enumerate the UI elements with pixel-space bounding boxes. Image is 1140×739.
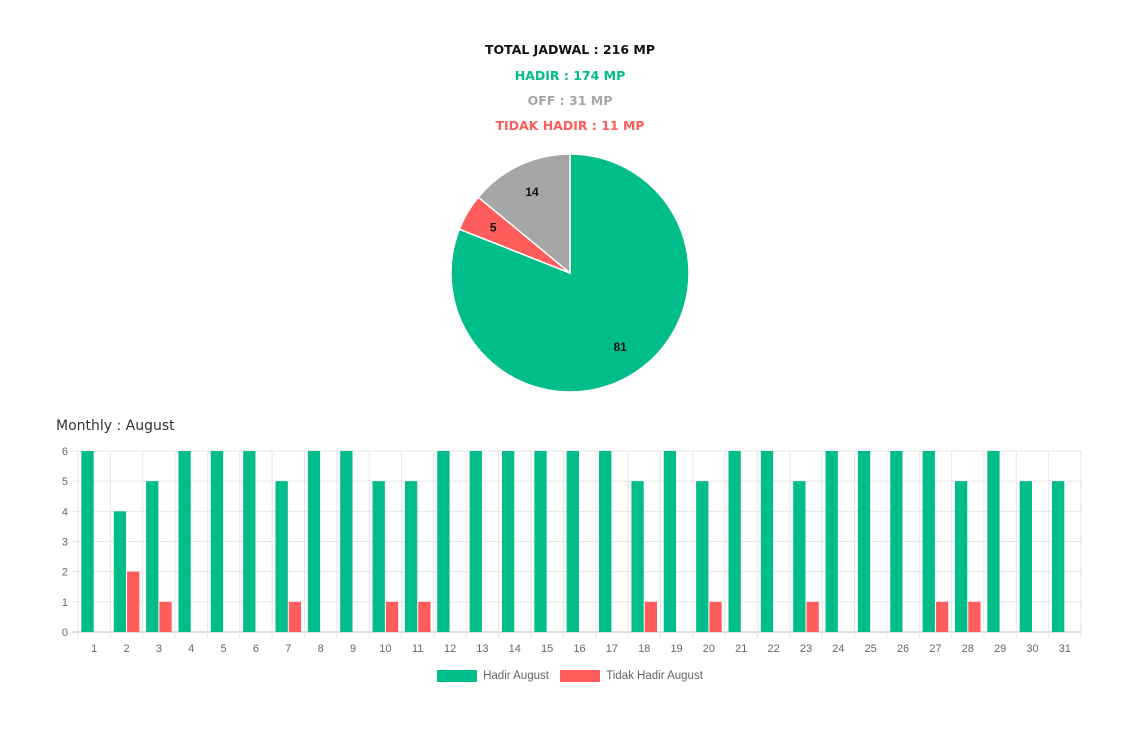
x-tick-label: 9 <box>350 643 356 655</box>
x-tick-label: 19 <box>670 643 682 655</box>
x-tick-label: 20 <box>703 643 715 655</box>
legend-label-hadir: Hadir August <box>483 670 549 682</box>
bar-hadir[interactable] <box>793 481 806 632</box>
x-tick-label: 22 <box>768 643 780 655</box>
legend-item-tidak-hadir[interactable]: Tidak Hadir August <box>560 670 703 682</box>
x-tick-label: 23 <box>800 643 812 655</box>
x-tick-label: 29 <box>994 643 1006 655</box>
pie-label-off: 14 <box>525 185 539 199</box>
bar-tidak-hadir[interactable] <box>806 601 819 632</box>
y-tick-label: 2 <box>62 567 68 579</box>
x-tick-label: 8 <box>318 643 324 655</box>
x-tick-label: 27 <box>929 643 941 655</box>
bar-hadir[interactable] <box>178 451 191 632</box>
bar-hadir[interactable] <box>922 451 935 632</box>
y-tick-label: 3 <box>62 537 68 549</box>
bar-hadir[interactable] <box>113 511 127 632</box>
y-tick-label: 4 <box>62 506 68 518</box>
summary-hadir: HADIR : 174 MP <box>514 68 626 83</box>
bar-hadir[interactable] <box>566 451 579 632</box>
x-tick-label: 24 <box>832 643 844 655</box>
y-tick-label: 6 <box>62 446 68 458</box>
x-tick-label: 1 <box>91 643 97 655</box>
y-tick-label: 5 <box>62 476 68 488</box>
bar-hadir[interactable] <box>728 451 741 632</box>
x-tick-label: 15 <box>541 643 553 655</box>
bar-hadir[interactable] <box>243 451 256 632</box>
pie-label-hadir: 81 <box>613 340 627 354</box>
legend-swatch-hadir <box>437 670 478 682</box>
x-tick-label: 14 <box>509 643 521 655</box>
bar-hadir[interactable] <box>890 451 903 632</box>
bar-tidak-hadir[interactable] <box>127 571 140 632</box>
bar-hadir[interactable] <box>372 481 385 632</box>
bar-hadir[interactable] <box>404 481 418 632</box>
bar-hadir[interactable] <box>534 451 547 632</box>
bar-hadir[interactable] <box>954 481 968 632</box>
bar-hadir[interactable] <box>437 451 450 632</box>
bar-hadir[interactable] <box>210 451 224 632</box>
x-tick-label: 2 <box>123 643 129 655</box>
pie-label-tidak-hadir: 5 <box>490 221 497 235</box>
bar-hadir[interactable] <box>1052 481 1065 632</box>
bar-hadir[interactable] <box>469 451 482 632</box>
legend-item-hadir[interactable]: Hadir August <box>437 670 549 682</box>
bar-tidak-hadir[interactable] <box>288 601 302 632</box>
bar-hadir[interactable] <box>760 451 774 632</box>
x-tick-label: 6 <box>253 643 259 655</box>
x-tick-label: 30 <box>1026 643 1038 655</box>
bar-hadir[interactable] <box>631 481 644 632</box>
bar-hadir[interactable] <box>825 451 838 632</box>
bar-tidak-hadir[interactable] <box>935 601 949 632</box>
x-tick-label: 5 <box>221 643 227 655</box>
summary-tidak-hadir: TIDAK HADIR : 11 MP <box>495 118 645 133</box>
x-tick-label: 28 <box>962 643 974 655</box>
bar-tidak-hadir[interactable] <box>968 601 981 632</box>
summary-off: OFF : 31 MP <box>527 93 613 108</box>
bar-hadir[interactable] <box>501 451 515 632</box>
bar-hadir[interactable] <box>146 481 159 632</box>
bar-hadir[interactable] <box>857 451 871 632</box>
bar-hadir[interactable] <box>663 451 677 632</box>
legend-label-tidak-hadir: Tidak Hadir August <box>606 670 703 682</box>
y-tick-label: 0 <box>62 627 68 639</box>
bar-hadir[interactable] <box>307 451 321 632</box>
bar-hadir[interactable] <box>275 481 288 632</box>
x-tick-label: 25 <box>865 643 877 655</box>
x-tick-label: 18 <box>638 643 650 655</box>
bar-tidak-hadir[interactable] <box>418 601 431 632</box>
x-tick-label: 21 <box>735 643 747 655</box>
bar-hadir[interactable] <box>1019 481 1032 632</box>
bar-hadir[interactable] <box>696 481 709 632</box>
bar-tidak-hadir[interactable] <box>644 601 658 632</box>
x-tick-label: 26 <box>897 643 909 655</box>
legend-swatch-tidak-hadir <box>560 670 601 682</box>
bar-hadir[interactable] <box>987 451 1000 632</box>
x-tick-label: 12 <box>444 643 456 655</box>
bar-tidak-hadir[interactable] <box>709 601 722 632</box>
x-tick-label: 3 <box>156 643 162 655</box>
monthly-title: Monthly : August <box>56 418 175 434</box>
x-tick-label: 31 <box>1059 643 1071 655</box>
pie-chart: 81 5 14 <box>450 153 690 393</box>
bar-legend: Hadir August Tidak Hadir August <box>0 670 1140 682</box>
x-tick-label: 10 <box>379 643 391 655</box>
bar-tidak-hadir[interactable] <box>385 601 399 632</box>
x-tick-label: 11 <box>412 643 423 655</box>
x-tick-label: 4 <box>188 643 194 655</box>
bar-hadir[interactable] <box>340 451 353 632</box>
summary-total: TOTAL JADWAL : 216 MP <box>484 42 655 57</box>
bar-tidak-hadir[interactable] <box>159 601 172 632</box>
x-tick-label: 7 <box>285 643 291 655</box>
y-tick-label: 1 <box>62 597 68 609</box>
bar-hadir[interactable] <box>81 451 94 632</box>
x-tick-label: 16 <box>573 643 585 655</box>
pie-slice-off[interactable] <box>477 153 571 275</box>
pie-slice-hadir[interactable] <box>450 153 690 393</box>
x-tick-label: 13 <box>476 643 488 655</box>
bar-hadir[interactable] <box>599 451 612 632</box>
x-tick-label: 17 <box>606 643 618 655</box>
